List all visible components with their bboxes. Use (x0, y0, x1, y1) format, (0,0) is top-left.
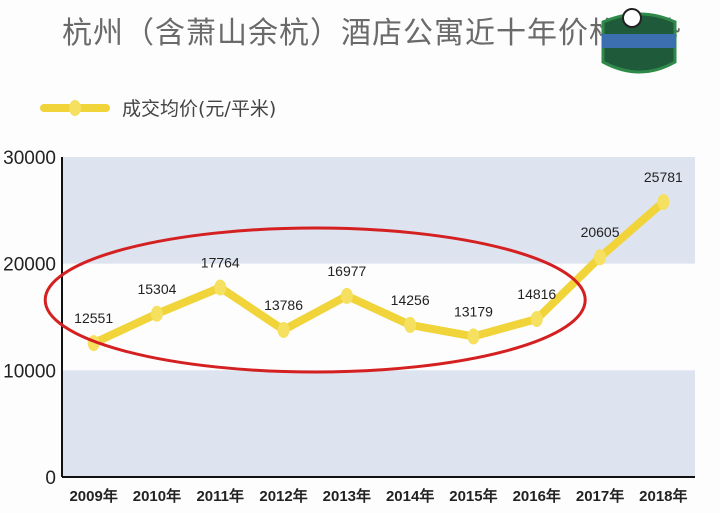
y-tick-label: 10000 (3, 361, 56, 382)
data-label: 20605 (581, 224, 620, 240)
data-point (150, 305, 163, 322)
x-tick-label: 2011年 (196, 487, 244, 505)
x-tick-label: 2010年 (133, 487, 181, 505)
x-tick-label: 2016年 (513, 487, 561, 505)
data-point (340, 287, 353, 304)
y-tick-label: 30000 (3, 148, 56, 169)
data-label: 15304 (137, 281, 176, 297)
grid-band (62, 370, 695, 477)
data-label: 12551 (74, 310, 113, 326)
x-tick-label: 2015年 (449, 487, 497, 505)
x-tick-label: 2012年 (259, 487, 307, 505)
y-tick-label: 20000 (3, 255, 56, 276)
data-label: 13786 (264, 297, 303, 313)
data-point (530, 310, 543, 327)
data-label: 17764 (201, 255, 240, 271)
data-point (467, 328, 480, 345)
x-tick-label: 2018年 (639, 487, 687, 505)
legend-label: 成交均价(元/平米) (122, 98, 277, 120)
data-label: 16977 (327, 263, 366, 279)
data-point (594, 249, 607, 266)
data-point (277, 321, 290, 338)
highlight-ellipse (43, 226, 587, 374)
data-point (657, 194, 670, 211)
x-tick-label: 2017年 (576, 487, 624, 505)
chart-title: 杭州（含萧山余杭）酒店公寓近十年价格走势 (62, 16, 682, 51)
grid-band (62, 157, 695, 264)
data-point (214, 279, 227, 296)
y-tick-label: 0 (45, 468, 56, 489)
data-label: 13179 (454, 303, 493, 319)
x-tick-label: 2013年 (323, 487, 371, 505)
data-point (404, 316, 417, 333)
legend-swatch (40, 99, 110, 116)
x-tick-label: 2014年 (386, 487, 434, 505)
data-label: 14256 (391, 292, 430, 308)
series-line (89, 198, 668, 348)
legend: 成交均价(元/平米) (40, 94, 276, 121)
data-label: 14816 (517, 286, 556, 302)
data-label: 25781 (644, 169, 683, 185)
x-tick-label: 2009年 (69, 487, 117, 505)
